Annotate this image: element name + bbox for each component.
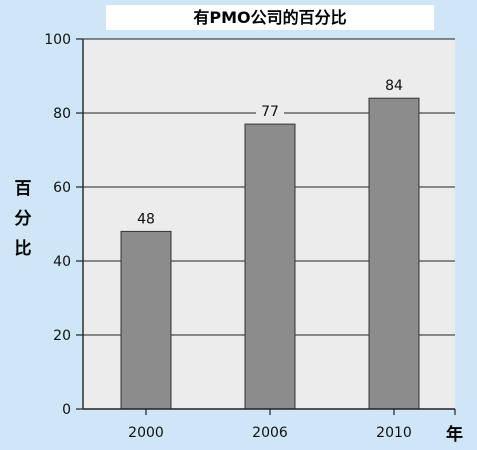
data-label: 84 [385,78,403,94]
x-tick-label: 2006 [252,425,288,441]
y-tick-label: 0 [62,402,71,418]
y-tick-label: 60 [53,180,71,196]
x-tick-label: 2000 [128,425,164,441]
bar-2000 [120,230,172,410]
axes [76,38,456,415]
x-axis-label: 年 [446,425,463,445]
bar-2010 [368,97,420,410]
data-label: 48 [137,211,155,227]
y-axis-label: 百分比 [14,179,32,259]
y-tick-label: 40 [53,254,71,270]
bar-2006 [244,123,296,410]
labels: 0 20 40 60 80 100 2000 48 2006 77 2010 84 [44,32,412,441]
data-label-bg [380,75,408,95]
chart-title: 有PMO公司的百分比 [106,5,434,30]
y-tick-label: 20 [53,328,71,344]
bars [120,97,420,410]
x-tick-label: 2010 [376,425,412,441]
data-label-bg [256,101,284,121]
data-label-bg [132,208,160,228]
y-tick-label: 80 [53,106,71,122]
y-tick-label: 100 [44,32,71,48]
data-label: 77 [261,104,279,120]
